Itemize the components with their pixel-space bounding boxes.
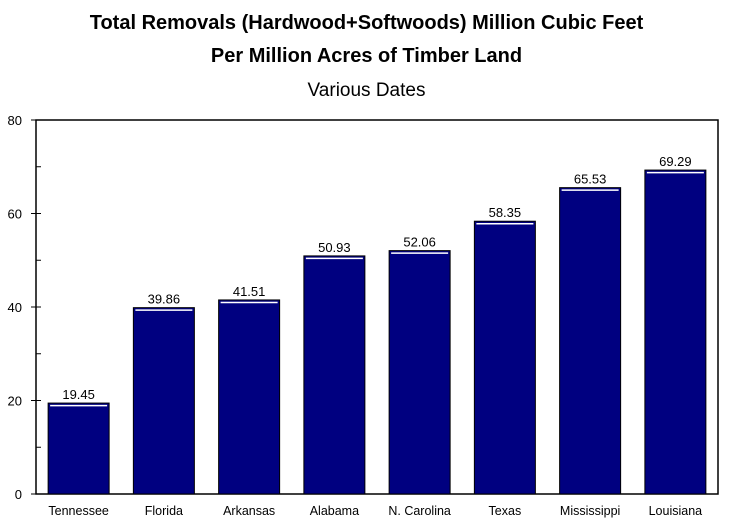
x-tick-label: N. Carolina [388, 504, 451, 518]
data-label: 19.45 [62, 387, 95, 402]
x-tick-label: Florida [145, 504, 183, 518]
chart-labels: 0 20 40 60 80 19.45 Tennessee 39.86 Florida 41.51… [8, 113, 703, 518]
y-tick-label: 60 [8, 207, 22, 222]
bar-arkansas [218, 299, 281, 495]
x-tick-label: Tennessee [48, 504, 109, 518]
chart-bars [47, 169, 707, 495]
y-tick-label: 80 [8, 113, 22, 128]
data-label: 69.29 [659, 154, 692, 169]
chart-title: Total Removals (Hardwood+Softwoods) Mill… [89, 12, 644, 34]
data-label: 52.06 [403, 235, 436, 250]
bar-mississippi [559, 187, 622, 495]
bar-louisiana [644, 169, 707, 495]
bar-florida [132, 307, 195, 495]
y-tick-label: 40 [8, 300, 22, 315]
data-label: 50.93 [318, 240, 351, 255]
y-tick-label: 20 [8, 394, 22, 409]
data-label: 39.86 [148, 292, 181, 307]
x-tick-label: Louisiana [649, 504, 703, 518]
bar-tennessee [47, 402, 110, 495]
chart-subtitle: Various Dates [307, 80, 426, 101]
data-label: 58.35 [489, 205, 522, 220]
x-tick-label: Arkansas [223, 504, 275, 518]
data-label: 41.51 [233, 284, 266, 299]
x-tick-label: Alabama [310, 504, 359, 518]
data-label: 65.53 [574, 172, 607, 187]
bar-n-carolina [388, 250, 451, 495]
y-tick-label: 0 [15, 487, 22, 502]
bar-texas [473, 220, 536, 495]
x-tick-label: Mississippi [560, 504, 620, 518]
chart-title-line2: Per Million Acres of Timber Land [210, 45, 523, 67]
bar-alabama [303, 255, 366, 495]
x-tick-label: Texas [489, 504, 522, 518]
